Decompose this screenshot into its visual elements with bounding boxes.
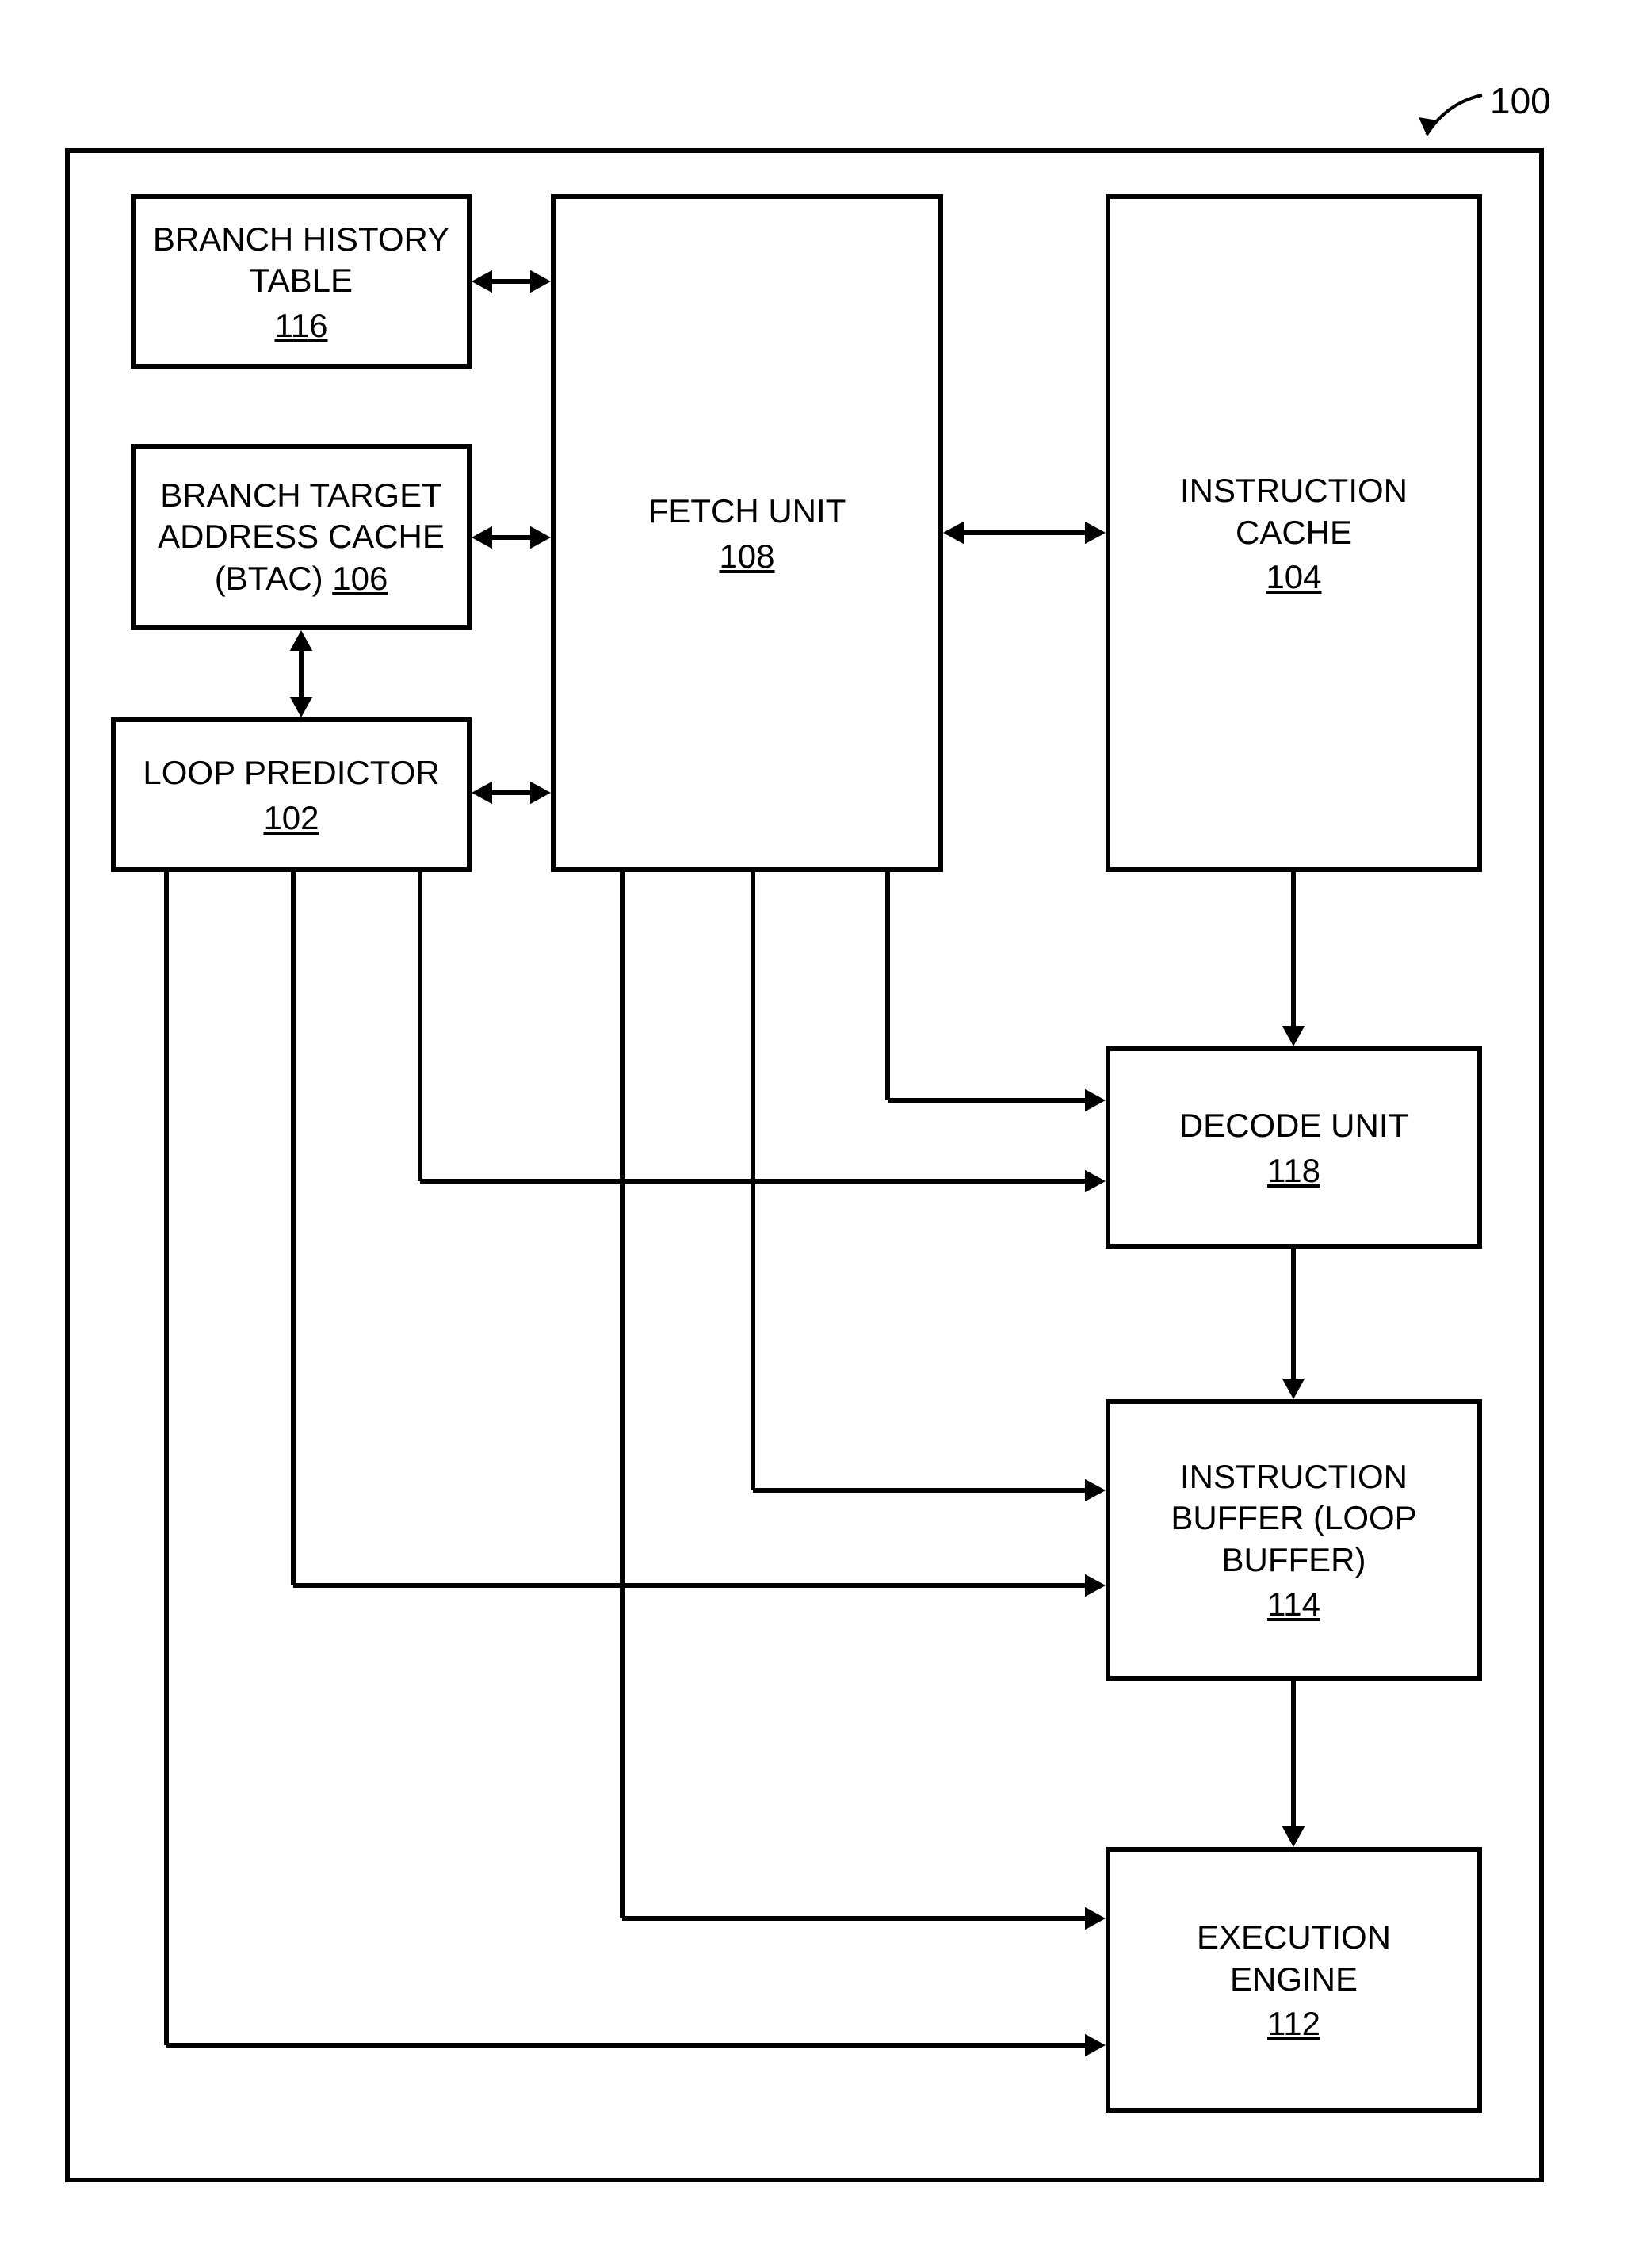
- connectors-svg: [0, 0, 1635, 2268]
- diagram-root: { "diagram": { "type": "flowchart", "ref…: [0, 0, 1635, 2268]
